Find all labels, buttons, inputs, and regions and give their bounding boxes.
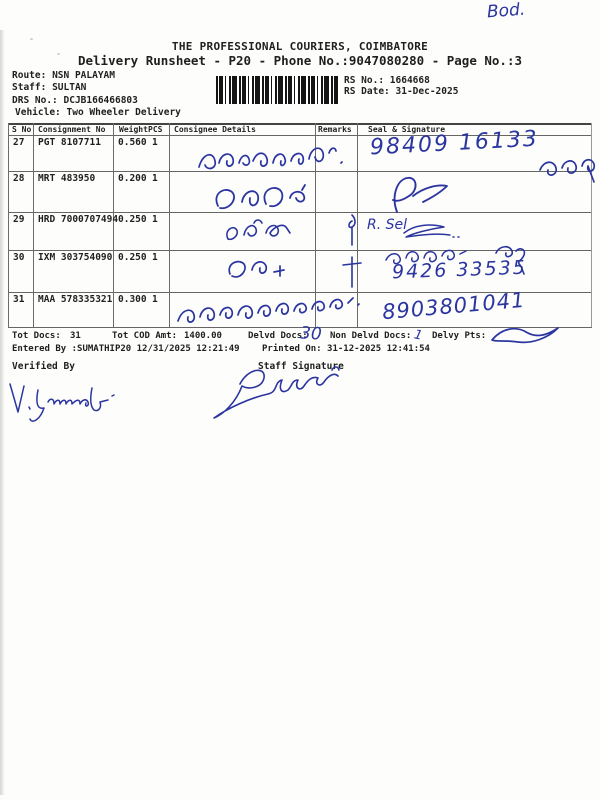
table-grid-line — [591, 123, 592, 327]
verified-by-label: Verified By — [12, 361, 75, 372]
col-header-pcs: PCS — [148, 125, 163, 134]
row29-consignee-signature-scribble — [226, 219, 291, 241]
drs-value: DCJB166466803 — [63, 95, 138, 106]
delvd-docs-label: Delvd Docs: — [248, 331, 308, 341]
table-grid-line — [8, 250, 592, 251]
row-pcs: 1 — [152, 173, 158, 184]
route-line: Route: NSN PALAYAM — [12, 70, 115, 81]
delvd-docs-handwritten-value: 30 — [299, 323, 323, 345]
verified-by-signature-scribble — [9, 383, 115, 422]
entered-by-line: Entered By :SUMATHIP20 12/31/2025 12:21:… — [12, 344, 240, 354]
row-pcs: 1 — [152, 137, 158, 148]
barcode — [216, 76, 340, 104]
table-grid-line — [315, 123, 316, 327]
tot-cod-value: 1400.00 — [184, 331, 222, 341]
col-header-s-no: S No — [12, 125, 32, 134]
table-grid-line — [113, 123, 114, 327]
table-grid-line — [33, 123, 34, 327]
row27-seal-tamil-word-scribble — [539, 158, 596, 183]
row-consignment-no: MAA 578335321 — [38, 294, 113, 305]
row-pcs: 1 — [152, 294, 158, 305]
rs-no-label: RS No.: — [344, 75, 385, 86]
row30-consignee-signature-scribble — [228, 260, 285, 278]
table-grid-line — [8, 212, 592, 213]
non-delvd-docs-handwritten-value: 1 — [412, 327, 424, 344]
row27-consignee-tamil-signature-scribble — [198, 147, 343, 170]
col-header-remarks: Remarks — [318, 125, 352, 134]
drs-label: DRS No.: — [12, 95, 58, 106]
table-grid-line — [8, 327, 592, 328]
vehicle-line: Vehicle: Two Wheeler Delivery — [15, 107, 181, 118]
col-header-weight: Weight — [119, 125, 148, 134]
row-weight: 0.250 — [118, 252, 147, 263]
row-weight: 0.200 — [118, 173, 147, 184]
row-weight: 0.300 — [118, 294, 147, 305]
row-consignment-no: MRT 483950 — [38, 173, 96, 184]
rs-date-value: 31-Dec-2025 — [395, 86, 459, 97]
table-grid-line — [169, 123, 170, 327]
rs-date-line: RS Date: 31-Dec-2025 — [344, 86, 459, 97]
printed-on-line: Printed On: 31-12-2025 12:41:54 — [262, 344, 430, 354]
table-grid-line — [8, 123, 9, 327]
row-weight: 0.250 — [118, 214, 147, 225]
row29-seal-name-handwritten: R. Sel — [367, 217, 408, 233]
row28-consignee-tamil-signature-scribble — [215, 184, 306, 210]
runsheet-title: Delivery Runsheet - P20 - Phone No.:9047… — [77, 53, 522, 68]
scan-edge-shadow — [0, 30, 5, 795]
vehicle-label: Vehicle: — [15, 107, 61, 118]
row31-consignee-tamil-signature-scribble — [177, 297, 360, 323]
table-grid-line — [8, 135, 592, 136]
staff-line: Staff: SULTAN — [12, 82, 87, 93]
row31-seal-trailing-scribble — [491, 327, 559, 344]
vehicle-value: Two Wheeler Delivery — [66, 107, 181, 118]
row28-seal-initials-scribble — [392, 177, 448, 213]
row-s-no: 28 — [13, 173, 25, 184]
rs-no-line: RS No.: 1664668 — [344, 75, 430, 86]
row-s-no: 29 — [13, 214, 25, 225]
staff-label: Staff: — [12, 82, 47, 93]
scan-speck — [57, 53, 60, 55]
row29-30-seal-margin-strokes — [342, 214, 362, 288]
row-weight: 0.560 — [118, 137, 147, 148]
non-delvd-docs-label: Non Delvd Docs: — [330, 331, 412, 341]
table-grid-line — [8, 171, 592, 172]
row-consignment-no: PGT 8107711 — [38, 137, 101, 148]
staff-signature-label: Staff Signature — [258, 361, 344, 372]
row-pcs: 1 — [152, 252, 158, 263]
row-s-no: 31 — [13, 294, 25, 305]
row-consignment-no: HRD 7000707494 — [38, 214, 119, 225]
staff-signature-scribble — [213, 366, 340, 419]
row-consignment-no: IXM 303754090 — [38, 252, 113, 263]
row-s-no: 30 — [13, 252, 25, 263]
rs-no-value: 1664668 — [389, 75, 430, 86]
rs-date-label: RS Date: — [344, 86, 390, 97]
row27-seal-phone-handwritten: 98409 16133 — [369, 126, 540, 161]
table-grid-line — [357, 123, 358, 327]
row-s-no: 27 — [13, 137, 25, 148]
col-header-consignee-details: Consignee Details — [174, 125, 256, 134]
row30-seal-tamil-word-scribble — [385, 249, 467, 265]
table-grid-line — [8, 123, 592, 125]
row30-seal-phone-handwritten: 9426 33535 — [391, 256, 528, 284]
handwritten-ink-note: Bod. — [486, 0, 526, 23]
col-header-seal-signature: Seal & Signature — [368, 125, 446, 134]
col-header-consignment-no: Consignment No — [38, 125, 106, 134]
row-pcs: 1 — [152, 214, 158, 225]
route-label: Route: — [12, 70, 47, 81]
tot-docs-value: 31 — [70, 331, 81, 341]
staff-value: SULTAN — [52, 82, 87, 93]
delvy-pts-label: Delvy Pts: — [432, 331, 487, 341]
table-grid-line — [8, 292, 592, 293]
route-value: NSN PALAYAM — [52, 70, 115, 81]
row29-seal-strikethrough-scribble — [403, 224, 460, 238]
drs-line: DRS No.: DCJB166466803 — [12, 95, 138, 106]
tot-cod-label: Tot COD Amt: — [112, 331, 178, 341]
company-title: THE PROFESSIONAL COURIERS, COIMBATORE — [171, 40, 429, 53]
row30-seal-small-mark-scribble — [495, 245, 526, 275]
tot-docs-label: Tot Docs: — [12, 331, 61, 341]
scan-speck — [30, 38, 33, 40]
